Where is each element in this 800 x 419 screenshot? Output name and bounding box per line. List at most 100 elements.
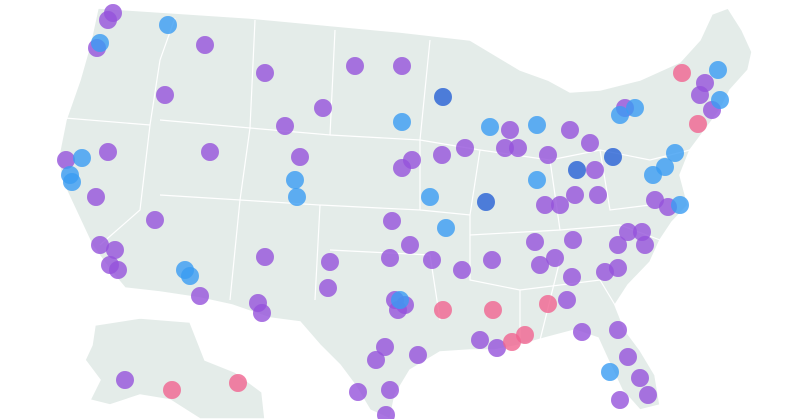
location-dot: [561, 121, 579, 139]
location-dot: [159, 16, 177, 34]
location-dot: [568, 161, 586, 179]
location-dot: [477, 193, 495, 211]
location-dot: [639, 386, 657, 404]
location-dot: [346, 57, 364, 75]
state-borders: [64, 17, 691, 345]
location-dot: [288, 188, 306, 206]
location-dot: [528, 116, 546, 134]
location-dot: [163, 381, 181, 399]
location-dot: [619, 223, 637, 241]
location-dot: [711, 91, 729, 109]
location-dot: [401, 236, 419, 254]
location-dot: [196, 36, 214, 54]
alaska: [84, 317, 266, 419]
location-dot: [528, 171, 546, 189]
location-dot: [666, 144, 684, 162]
location-dot: [656, 158, 674, 176]
location-dot: [109, 261, 127, 279]
location-dot: [563, 268, 581, 286]
location-dot: [156, 86, 174, 104]
location-dot: [349, 383, 367, 401]
location-dot: [636, 236, 654, 254]
location-dot: [604, 148, 622, 166]
location-dot: [256, 64, 274, 82]
location-dot: [481, 118, 499, 136]
location-dot: [564, 231, 582, 249]
location-dot: [558, 291, 576, 309]
location-dot: [376, 338, 394, 356]
location-dot: [393, 57, 411, 75]
location-dot: [57, 151, 75, 169]
location-dot: [229, 374, 247, 392]
location-dot: [609, 259, 627, 277]
location-dot: [181, 267, 199, 285]
location-dot: [471, 331, 489, 349]
location-dot: [393, 159, 411, 177]
location-dot: [488, 339, 506, 357]
location-dot: [146, 211, 164, 229]
location-dot: [509, 139, 527, 157]
location-dot: [581, 134, 599, 152]
location-dot: [611, 106, 629, 124]
location-dot: [433, 146, 451, 164]
location-dot: [253, 304, 271, 322]
location-dot: [381, 249, 399, 267]
location-dot: [709, 61, 727, 79]
location-dot: [531, 256, 549, 274]
location-dot: [276, 117, 294, 135]
location-dot: [516, 326, 534, 344]
location-dot: [423, 251, 441, 269]
location-dot: [601, 363, 619, 381]
location-dot: [573, 323, 591, 341]
location-dot: [586, 161, 604, 179]
location-dot: [421, 188, 439, 206]
location-dot: [91, 34, 109, 52]
location-dot: [367, 351, 385, 369]
location-dot: [609, 236, 627, 254]
location-dot: [484, 301, 502, 319]
location-dot: [609, 321, 627, 339]
location-dot: [501, 121, 519, 139]
location-dot: [116, 371, 134, 389]
location-dot: [393, 113, 411, 131]
location-dot: [99, 143, 117, 161]
location-dot: [291, 148, 309, 166]
location-dot: [381, 381, 399, 399]
location-dot: [391, 291, 409, 309]
location-dot: [434, 301, 452, 319]
location-dot: [539, 295, 557, 313]
location-dot: [409, 346, 427, 364]
location-dot: [453, 261, 471, 279]
dots: [57, 4, 729, 419]
location-dot: [551, 196, 569, 214]
location-dot: [671, 196, 689, 214]
location-dot: [321, 253, 339, 271]
location-dot: [673, 64, 691, 82]
location-dot: [434, 88, 452, 106]
location-dot: [483, 251, 501, 269]
location-dot: [631, 369, 649, 387]
location-dot: [91, 236, 109, 254]
location-dot: [99, 11, 117, 29]
location-dot: [191, 287, 209, 305]
location-dot: [256, 248, 274, 266]
location-dot: [526, 233, 544, 251]
location-dot: [546, 249, 564, 267]
location-dot: [626, 99, 644, 117]
location-dot: [201, 143, 219, 161]
location-dot: [63, 173, 81, 191]
location-dot: [496, 139, 514, 157]
location-dot: [566, 186, 584, 204]
location-dot: [539, 146, 557, 164]
location-dot: [286, 171, 304, 189]
location-dot: [689, 115, 707, 133]
location-dot: [589, 186, 607, 204]
location-dot: [319, 279, 337, 297]
location-dot: [314, 99, 332, 117]
location-dot: [696, 74, 714, 92]
location-dot: [437, 219, 455, 237]
location-dot: [611, 391, 629, 409]
location-dot: [536, 196, 554, 214]
